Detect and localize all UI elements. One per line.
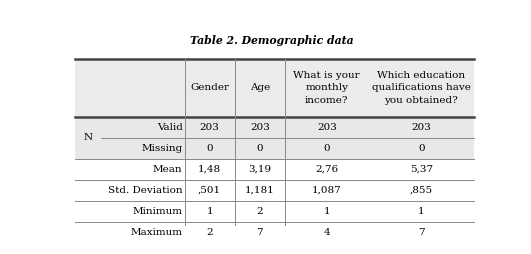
Text: Age: Age <box>250 83 270 92</box>
Text: 4: 4 <box>323 228 330 237</box>
Text: Mean: Mean <box>153 165 183 174</box>
Bar <box>74 180 474 201</box>
Text: 1,181: 1,181 <box>245 186 275 195</box>
Text: 203: 203 <box>317 123 337 132</box>
Text: Std. Deviation: Std. Deviation <box>108 186 183 195</box>
Text: Valid: Valid <box>157 123 183 132</box>
Text: 203: 203 <box>412 123 431 132</box>
Text: 1: 1 <box>207 207 213 216</box>
Text: 3,19: 3,19 <box>249 165 271 174</box>
Text: Table 2. Demographic data: Table 2. Demographic data <box>190 35 354 46</box>
Bar <box>74 159 474 180</box>
Text: 203: 203 <box>200 123 220 132</box>
Bar <box>74 117 474 138</box>
Text: N: N <box>83 133 92 142</box>
Text: 7: 7 <box>418 228 424 237</box>
Text: 2: 2 <box>256 207 263 216</box>
Bar <box>74 138 474 159</box>
Text: 0: 0 <box>207 144 213 153</box>
Text: 1: 1 <box>418 207 424 216</box>
Text: 2: 2 <box>207 228 213 237</box>
Bar <box>74 59 474 117</box>
Text: Maximum: Maximum <box>131 228 183 237</box>
Text: 5,37: 5,37 <box>409 165 433 174</box>
Text: 1,087: 1,087 <box>312 186 341 195</box>
Text: ,501: ,501 <box>198 186 221 195</box>
Text: 0: 0 <box>256 144 263 153</box>
Text: Minimum: Minimum <box>133 207 183 216</box>
Bar <box>74 222 474 243</box>
Text: 2,76: 2,76 <box>315 165 338 174</box>
Text: 203: 203 <box>250 123 270 132</box>
Bar <box>74 201 474 222</box>
Text: 1,48: 1,48 <box>198 165 221 174</box>
Text: Missing: Missing <box>141 144 183 153</box>
Text: Gender: Gender <box>190 83 229 92</box>
Text: Which education
qualifications have
you obtained?: Which education qualifications have you … <box>372 71 470 105</box>
Text: 0: 0 <box>323 144 330 153</box>
Text: 7: 7 <box>256 228 263 237</box>
Text: ,855: ,855 <box>409 186 433 195</box>
Text: What is your
monthly
income?: What is your monthly income? <box>294 71 360 105</box>
Text: 1: 1 <box>323 207 330 216</box>
Text: 0: 0 <box>418 144 424 153</box>
